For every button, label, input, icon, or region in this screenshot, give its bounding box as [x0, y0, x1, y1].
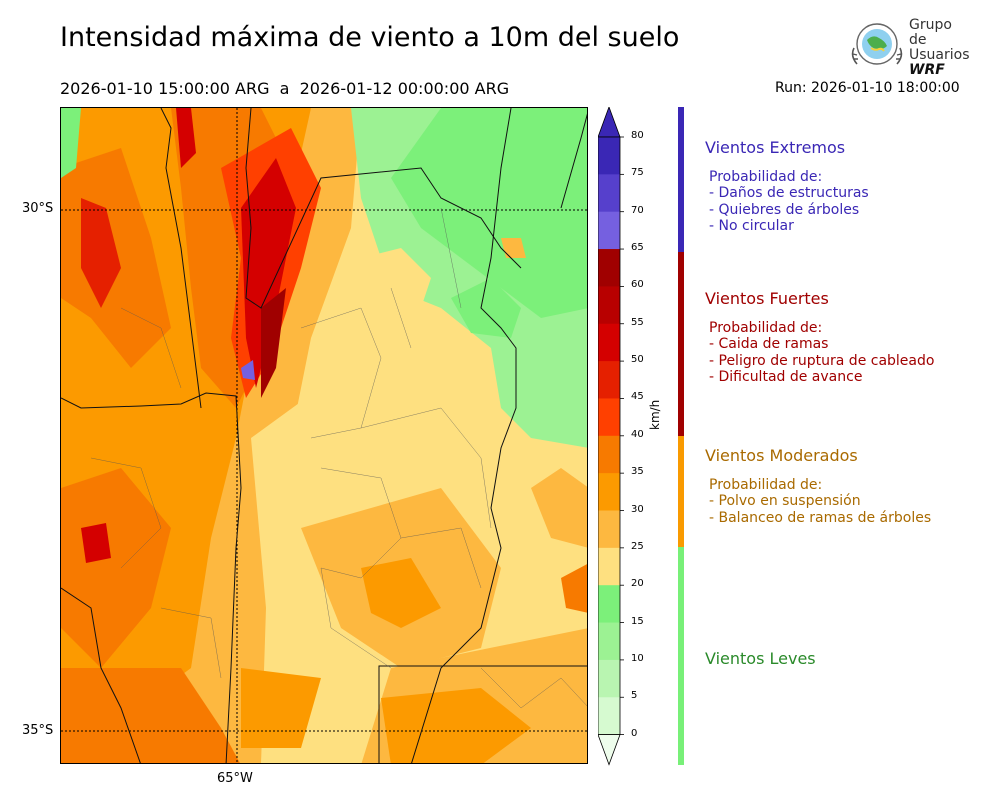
category-extremos: Vientos Extremos Probabilidad de: - Daño…: [705, 138, 869, 234]
category-moderados: Vientos Moderados Probabilidad de: - Pol…: [705, 446, 931, 526]
wind-map: [60, 107, 588, 764]
colorbar-tick-label: 5: [631, 690, 638, 702]
colorbar-segment: [598, 659, 620, 698]
category-intro: Probabilidad de:: [709, 320, 823, 336]
colorbar-tick-label: 60: [631, 279, 644, 291]
category-item: - Quiebres de árboles: [709, 201, 860, 218]
logo-line-1: Grupo de: [909, 17, 952, 48]
colorbar-tick-label: 25: [631, 540, 644, 552]
wind-field: [61, 108, 587, 763]
colorbar-segment: [598, 547, 620, 586]
colorbar-segment: [598, 435, 620, 474]
lon-label-65: 65°W: [217, 771, 253, 786]
colorbar-tick-label: 20: [631, 578, 644, 590]
category-item: - Peligro de ruptura de cableado: [709, 352, 935, 369]
lat-label-35: 35°S: [22, 723, 54, 738]
category-body: Probabilidad de: - Caida de ramas - Peli…: [709, 320, 934, 385]
colorbar-tick-label: 70: [631, 204, 644, 216]
colorbar-extend-top: [597, 105, 621, 138]
colorbar-segment: [598, 585, 620, 624]
category-item: - Caida de ramas: [709, 336, 829, 353]
category-name: Vientos Moderados: [705, 446, 858, 465]
category-name: Vientos Fuertes: [705, 289, 829, 308]
colorbar-segment: [598, 622, 620, 661]
category-band: [678, 107, 684, 252]
category-name: Vientos Leves: [705, 649, 816, 668]
category-body: Probabilidad de: - Polvo en suspensión -…: [709, 477, 931, 526]
colorbar-unit: km/h: [648, 399, 662, 430]
colorbar-segment: [598, 137, 620, 175]
category-item: - Dificultad de avance: [709, 368, 863, 385]
category-item: - Polvo en suspensión: [709, 493, 861, 510]
category-item: - Balanceo de ramas de árboles: [709, 509, 932, 526]
run-time: Run: 2026-01-10 18:00:00: [775, 80, 960, 96]
logo-line-3: WRF: [909, 62, 945, 78]
category-band: [678, 436, 684, 547]
category-body: Probabilidad de: - Daños de estructuras …: [709, 169, 869, 234]
colorbar-segment: [598, 323, 620, 362]
lat-label-30: 30°S: [22, 201, 54, 216]
category-band: [678, 547, 684, 765]
category-item: - No circular: [709, 217, 794, 234]
colorbar-tick-label: 15: [631, 615, 644, 627]
colorbar-segment: [598, 174, 620, 213]
category-intro: Probabilidad de:: [709, 477, 823, 493]
colorbar-segment: [598, 286, 620, 325]
date-range: 2026-01-10 15:00:00 ARG a 2026-01-12 00:…: [60, 79, 510, 98]
wrf-logo: Grupo de Usuarios WRF: [849, 18, 970, 78]
logo-line-2: Usuarios: [909, 47, 970, 63]
colorbar-tick-label: 35: [631, 466, 644, 478]
page-title: Intensidad máxima de viento a 10m del su…: [60, 22, 680, 53]
colorbar-tick-label: 40: [631, 428, 644, 440]
colorbar: [597, 105, 658, 767]
colorbar-segment: [598, 361, 620, 399]
colorbar-extend-bottom: [597, 734, 621, 766]
category-item: - Daños de estructuras: [709, 185, 869, 202]
colorbar-segment: [598, 211, 620, 250]
colorbar-segment: [598, 697, 620, 736]
category-intro: Probabilidad de:: [709, 169, 823, 185]
colorbar-tick-label: 55: [631, 316, 644, 328]
category-leves: Vientos Leves: [705, 649, 816, 668]
colorbar-tick-label: 80: [631, 130, 644, 141]
colorbar-segment: [598, 249, 620, 287]
colorbar-tick-label: 10: [631, 652, 644, 664]
colorbar-segment: [598, 473, 620, 511]
category-fuertes: Vientos Fuertes Probabilidad de: - Caida…: [705, 289, 934, 385]
colorbar-tick-label: 0: [631, 727, 638, 739]
colorbar-segment: [598, 398, 620, 437]
colorbar-tick-label: 75: [631, 167, 644, 179]
colorbar-gradient: [597, 105, 624, 766]
logo-text: Grupo de Usuarios WRF: [909, 18, 970, 78]
colorbar-tick-label: 50: [631, 354, 644, 366]
colorbar-tick-label: 45: [631, 391, 644, 403]
colorbar-tick-label: 65: [631, 242, 644, 254]
colorbar-tick-label: 30: [631, 503, 644, 515]
colorbar-segment: [598, 510, 620, 549]
category-name: Vientos Extremos: [705, 138, 846, 157]
globe-logo-icon: [851, 23, 903, 65]
category-band: [678, 252, 684, 436]
